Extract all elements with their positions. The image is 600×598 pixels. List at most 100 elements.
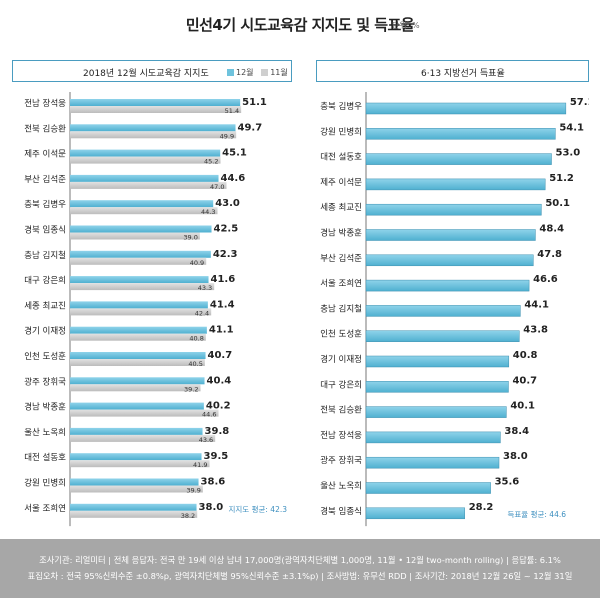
bar-november bbox=[70, 409, 219, 417]
bar-december bbox=[70, 377, 205, 385]
category-label: 경기 이재정 bbox=[24, 326, 66, 337]
right-panel-header: 6·13 지방선거 득표율 bbox=[316, 60, 589, 82]
data-label: 53.0 bbox=[556, 148, 581, 159]
data-label: 48.4 bbox=[539, 224, 564, 235]
data-label-december: 41.4 bbox=[210, 299, 235, 310]
category-label: 세종 최교진 bbox=[320, 202, 362, 213]
category-label: 광주 장휘국 bbox=[24, 376, 66, 387]
category-label: 강원 민병희 bbox=[320, 126, 362, 137]
legend-swatch-december bbox=[227, 69, 234, 76]
bar-november bbox=[70, 106, 242, 113]
bar-december bbox=[70, 453, 202, 461]
bar-vote-share bbox=[365, 153, 552, 165]
data-label: 28.2 bbox=[469, 502, 494, 513]
category-label: 대구 강은희 bbox=[320, 379, 362, 390]
category-label: 충남 김지철 bbox=[320, 303, 362, 314]
data-label-december: 40.2 bbox=[206, 401, 231, 412]
category-label: 부산 김석준 bbox=[320, 253, 362, 264]
bar-november bbox=[70, 156, 221, 164]
data-label: 40.8 bbox=[513, 350, 538, 361]
category-label: 부산 김석준 bbox=[24, 174, 66, 185]
category-label: 대전 설동호 bbox=[24, 452, 66, 463]
bar-vote-share bbox=[365, 305, 521, 317]
data-label-december: 39.8 bbox=[205, 426, 230, 437]
bar-november bbox=[70, 232, 200, 240]
data-label: 57.1 bbox=[570, 97, 589, 108]
bar-vote-share bbox=[365, 330, 520, 342]
bar-vote-share bbox=[365, 482, 491, 494]
data-label-november: 38.2 bbox=[181, 512, 195, 520]
category-label: 경북 임종식 bbox=[24, 225, 66, 236]
unit-label: 단위: % bbox=[392, 21, 420, 30]
data-label-december: 42.3 bbox=[213, 249, 238, 260]
bar-vote-share bbox=[365, 381, 509, 393]
bar-november bbox=[70, 434, 216, 442]
bar-november bbox=[70, 308, 212, 316]
category-label: 제주 이석문 bbox=[24, 149, 66, 160]
category-label: 세종 최교진 bbox=[24, 300, 66, 311]
data-label-november: 40.8 bbox=[189, 335, 203, 343]
bar-vote-share bbox=[365, 178, 546, 191]
bar-december bbox=[70, 402, 204, 410]
data-label-december: 38.0 bbox=[199, 502, 224, 513]
data-label-december: 40.4 bbox=[207, 375, 232, 386]
legend-label-december: 12월 bbox=[236, 68, 254, 77]
data-label: 35.6 bbox=[495, 477, 520, 488]
data-label-december: 45.1 bbox=[222, 148, 247, 159]
bar-december bbox=[70, 352, 206, 359]
data-label-november: 51.4 bbox=[225, 107, 239, 115]
category-label: 경기 이재정 bbox=[320, 354, 362, 365]
data-label-december: 49.7 bbox=[238, 122, 263, 133]
bar-december bbox=[70, 503, 197, 511]
data-label-november: 49.9 bbox=[220, 132, 234, 140]
bar-november bbox=[70, 460, 210, 468]
data-label-december: 44.6 bbox=[221, 173, 246, 184]
data-label-december: 42.5 bbox=[214, 224, 239, 235]
category-label: 전북 김승환 bbox=[320, 405, 362, 416]
category-label: 경북 임종식 bbox=[320, 506, 362, 517]
data-label-december: 43.0 bbox=[215, 198, 240, 209]
data-label: 51.2 bbox=[549, 173, 574, 184]
bar-vote-share bbox=[365, 229, 536, 241]
data-label: 44.1 bbox=[524, 299, 549, 310]
data-label-november: 42.4 bbox=[195, 309, 209, 317]
category-label: 전북 김승환 bbox=[24, 123, 66, 134]
right-chart: 충북 김병우 57.1 강원 민병희 54.1 대전 설동호 53.0 제주 이석문 51.2… bbox=[320, 92, 589, 527]
category-label: 전남 장석웅 bbox=[24, 98, 66, 109]
category-label: 충남 김지철 bbox=[24, 250, 66, 261]
left-chart: 전남 장석웅 51.151.4 전북 김승환 49.7 49.9 제주 이석문 45.1 45… bbox=[24, 92, 288, 527]
category-label: 충북 김병우 bbox=[320, 101, 362, 112]
category-label: 대전 설동호 bbox=[320, 152, 362, 163]
bar-november bbox=[70, 333, 206, 341]
category-label: 경남 박종훈 bbox=[320, 228, 362, 239]
bar-december bbox=[70, 149, 221, 157]
left-panel-title: 2018년 12월 시도교육감 지지도 bbox=[83, 69, 209, 79]
category-label: 인천 도성훈 bbox=[320, 329, 362, 340]
bar-vote-share bbox=[365, 279, 530, 292]
data-label-november: 44.6 bbox=[202, 411, 216, 419]
bar-november bbox=[70, 359, 205, 366]
bar-november bbox=[70, 283, 215, 291]
data-label-december: 39.5 bbox=[204, 451, 229, 462]
data-label: 47.8 bbox=[537, 249, 562, 260]
data-label-november: 39.2 bbox=[184, 385, 198, 393]
data-label-november: 39.9 bbox=[186, 487, 200, 495]
data-label-december: 38.6 bbox=[201, 477, 226, 488]
data-label: 50.1 bbox=[545, 198, 570, 209]
data-label-december: 41.1 bbox=[209, 325, 234, 336]
category-label: 강원 민병희 bbox=[24, 478, 66, 489]
bar-vote-share bbox=[365, 102, 567, 115]
data-label: 40.1 bbox=[510, 401, 535, 412]
bar-vote-share bbox=[365, 203, 542, 216]
bar-november bbox=[70, 485, 203, 493]
bar-vote-share bbox=[365, 507, 465, 520]
category-label: 울산 노옥희 bbox=[24, 427, 66, 438]
category-label: 대구 강은희 bbox=[24, 275, 66, 286]
right-panel-title: 6·13 지방선거 득표율 bbox=[421, 69, 505, 79]
footer: 조사기관: 리얼미터 | 전체 응답자: 전국 만 19세 이상 남녀 17,0… bbox=[0, 539, 600, 598]
average-label: 지지도 평균: 42.3 bbox=[229, 504, 288, 514]
data-label-december: 40.7 bbox=[208, 350, 233, 361]
data-label-december: 51.1 bbox=[242, 97, 267, 108]
bar-november bbox=[70, 181, 227, 189]
category-label: 서울 조희연 bbox=[320, 278, 362, 289]
